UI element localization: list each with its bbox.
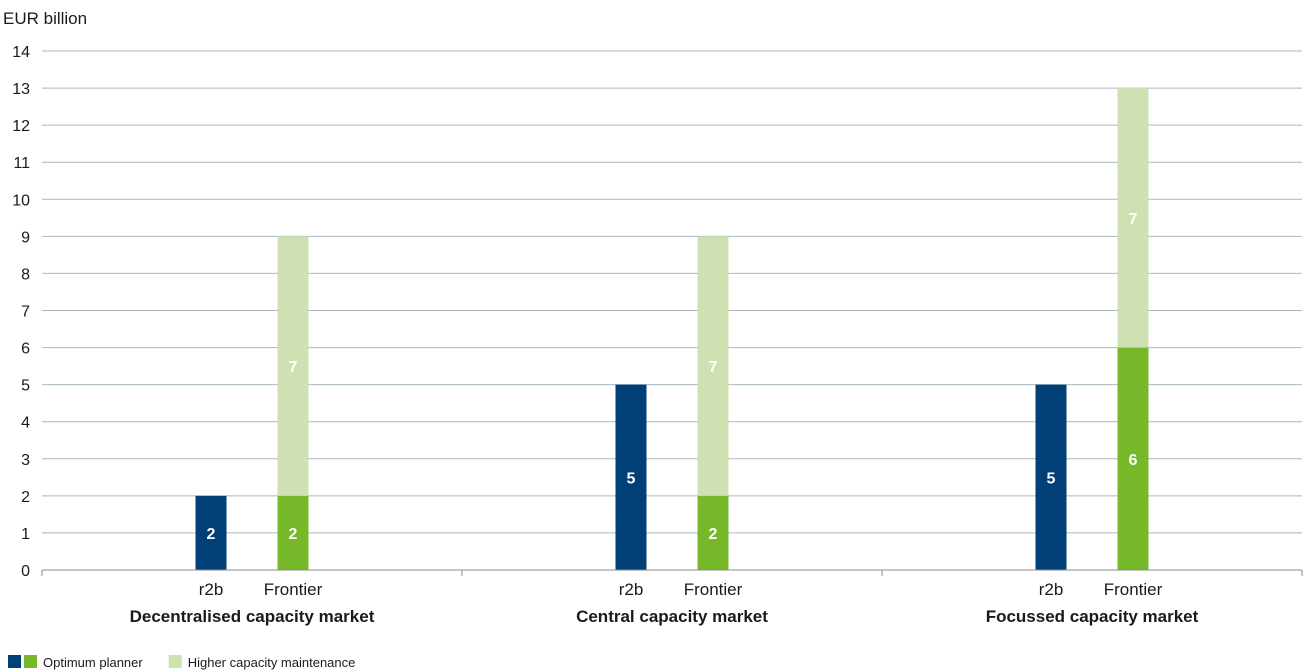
bar-segment — [1117, 347, 1149, 570]
y-tick-label: 9 — [21, 229, 30, 246]
gridlines — [42, 50, 1302, 534]
data-label: 2 — [709, 526, 718, 543]
data-label: 7 — [289, 359, 298, 376]
y-tick-label: 7 — [21, 304, 30, 321]
bar-segment — [697, 236, 729, 496]
group-label: Central capacity market — [576, 607, 768, 626]
y-axis-title: EUR billion — [3, 9, 87, 28]
legend-swatch — [24, 655, 37, 668]
group-label: Decentralised capacity market — [130, 607, 375, 626]
group-label: Focussed capacity market — [986, 607, 1199, 626]
y-tick-label: 1 — [21, 526, 30, 543]
bar-segment — [615, 384, 647, 570]
data-label: 6 — [1129, 452, 1138, 469]
data-label: 2 — [207, 526, 216, 543]
y-tick-label: 0 — [21, 563, 30, 580]
bar-segment — [277, 495, 309, 570]
legend: Optimum planner Higher capacity maintenan… — [8, 655, 355, 670]
y-tick-label: 10 — [12, 192, 30, 209]
bar-segment — [1035, 384, 1067, 570]
y-tick-label: 6 — [21, 341, 30, 358]
data-label: 7 — [1129, 211, 1138, 228]
y-tick-label: 13 — [12, 81, 30, 98]
x-axis: r2b Frontier Decentralised capacity market… — [41, 569, 1303, 626]
data-label: 5 — [627, 470, 636, 487]
data-label: 5 — [1047, 470, 1056, 487]
legend-label: Optimum planner — [43, 655, 143, 670]
x-tick-label: r2b — [199, 580, 224, 599]
data-label: 2 — [289, 526, 298, 543]
bar-segment — [195, 495, 227, 570]
bar-segment — [697, 495, 729, 570]
x-tick-label: r2b — [619, 580, 644, 599]
y-tick-label: 3 — [21, 452, 30, 469]
y-tick-label: 8 — [21, 266, 30, 283]
x-tick-label: Frontier — [264, 580, 323, 599]
legend-label: Higher capacity maintenance — [188, 655, 356, 670]
y-tick-label: 12 — [12, 118, 30, 135]
y-tick-label: 4 — [21, 415, 30, 432]
x-tick-label: r2b — [1039, 580, 1064, 599]
y-tick-label: 14 — [12, 44, 30, 61]
x-tick-label: Frontier — [1104, 580, 1163, 599]
legend-swatch — [8, 655, 21, 668]
y-tick-label: 2 — [21, 489, 30, 506]
bar-segment — [277, 236, 309, 496]
data-label: 7 — [709, 359, 718, 376]
bar-segment — [1117, 88, 1149, 348]
legend-swatch — [168, 655, 182, 668]
bars: 2 2 7 5 2 7 5 6 7 — [195, 88, 1149, 570]
y-tick-label: 5 — [21, 378, 30, 395]
y-tick-label: 11 — [13, 155, 30, 172]
x-tick-label: Frontier — [684, 580, 743, 599]
